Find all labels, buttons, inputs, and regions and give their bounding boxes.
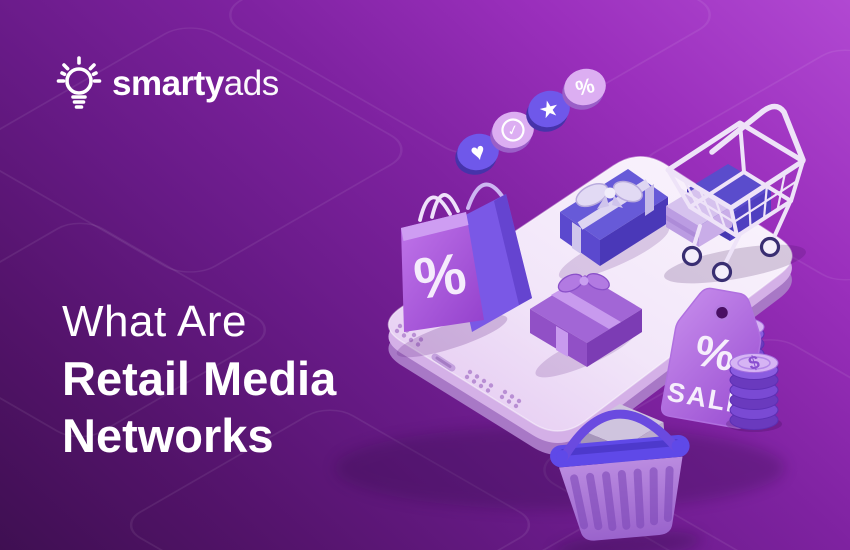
gift-box-small	[530, 273, 642, 378]
check-badge: ✓	[490, 111, 534, 153]
gift-bow-small	[557, 273, 610, 293]
basket-handle-front	[559, 409, 681, 462]
phone-speaker-dots	[394, 323, 522, 409]
bag-percent-label: %	[410, 241, 470, 313]
headline-line-1: What Are	[62, 297, 247, 346]
page-title: What Are Retail Media Networks	[62, 294, 336, 464]
tag-hole	[713, 304, 731, 321]
gift-box-large	[558, 169, 670, 280]
floating-badges: ♥ ✓ ★ %	[455, 68, 606, 175]
shopping-basket	[550, 403, 702, 550]
percent-icon: %	[573, 74, 597, 101]
headline-line-3: Networks	[62, 409, 274, 462]
percent-badge: %	[562, 68, 606, 110]
wordmark-bold: smarty	[112, 63, 224, 103]
brand-wordmark: smartyads	[112, 66, 279, 101]
cart-frame	[665, 103, 806, 270]
headline-line-2: Retail Media	[62, 352, 337, 405]
brand-logo: smartyads	[56, 54, 279, 112]
gift-bow-large	[575, 180, 643, 209]
shopping-bag-front: %	[401, 193, 484, 332]
check-icon: ✓	[505, 121, 520, 139]
shopping-bags: %	[396, 182, 532, 358]
star-badge: ★	[526, 90, 570, 132]
heart-badge: ♥	[455, 133, 499, 175]
wordmark-light: ads	[223, 63, 279, 103]
shopping-cart	[664, 103, 806, 284]
cart-wheels	[681, 236, 781, 283]
basket-slots	[570, 466, 674, 532]
coin-stack-front: $	[726, 352, 782, 432]
lightbulb-icon	[56, 56, 102, 109]
heart-icon: ♥	[468, 138, 488, 168]
basket-rim	[550, 434, 690, 468]
